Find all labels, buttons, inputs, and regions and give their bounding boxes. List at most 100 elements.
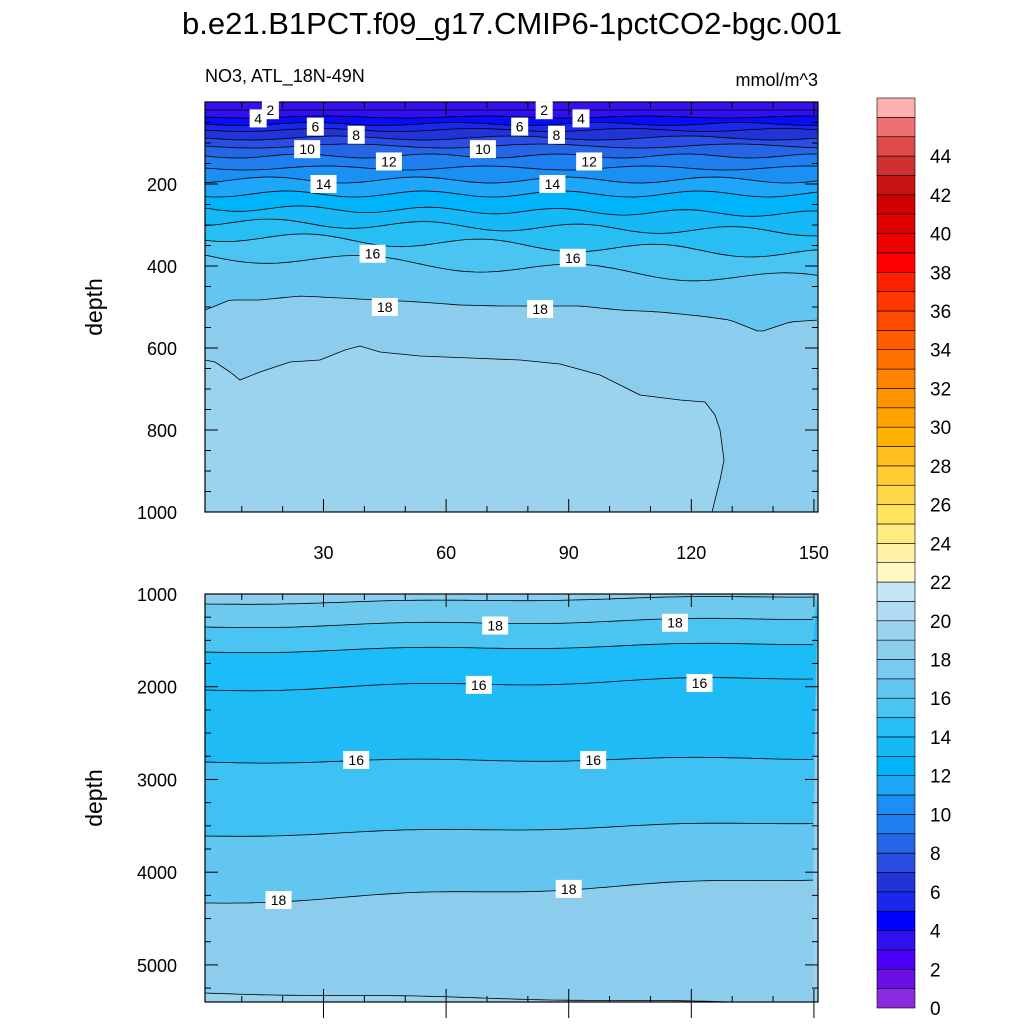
colorbar-swatch xyxy=(876,755,916,776)
contour-label: 16 xyxy=(580,750,607,769)
colorbar-label: 32 xyxy=(930,379,951,400)
y-tick-label: 2000 xyxy=(137,678,177,698)
contour-label: 16 xyxy=(343,750,370,769)
contour-label: 16 xyxy=(686,674,713,693)
y-tick-label: 1000 xyxy=(137,503,177,523)
contour-panel-lower: 1000 2000 3000 4000 5000 depth 18 18 16 16 16 16 18 1… xyxy=(81,585,819,1018)
contour-line xyxy=(205,822,814,837)
contour-line xyxy=(205,756,814,764)
contour-label: 18 xyxy=(555,879,582,898)
region-label: NO3, ATL_18N-49N xyxy=(205,66,365,87)
colorbar-label: 12 xyxy=(930,767,951,788)
contour-label: 18 xyxy=(265,891,292,909)
colorbar-label: 10 xyxy=(930,805,951,826)
colorbar-swatch xyxy=(876,233,916,254)
svg-text:16: 16 xyxy=(692,675,708,691)
colorbar-swatch xyxy=(876,949,916,970)
colorbar-swatch xyxy=(876,872,916,893)
colorbar-swatch xyxy=(876,833,916,854)
contour-label: 14 xyxy=(310,175,337,193)
colorbar-swatch xyxy=(876,814,916,835)
contour-line xyxy=(205,596,814,605)
contour-line xyxy=(205,233,818,258)
contour-band-fill xyxy=(205,102,818,110)
svg-text:16: 16 xyxy=(471,677,487,693)
svg-text:10: 10 xyxy=(299,141,315,157)
colorbar-swatch xyxy=(876,697,916,718)
y-tick-label: 5000 xyxy=(137,956,177,976)
contour-line xyxy=(205,617,814,628)
svg-text:16: 16 xyxy=(565,250,581,266)
colorbar-swatch xyxy=(876,97,916,118)
x-tick-label: 90 xyxy=(559,543,579,563)
svg-text:18: 18 xyxy=(271,892,287,908)
contour-label: 14 xyxy=(539,175,566,193)
contour-label: 18 xyxy=(527,300,554,319)
svg-text:12: 12 xyxy=(381,153,397,169)
colorbar-swatch xyxy=(876,910,916,931)
colorbar-label: 42 xyxy=(930,186,951,207)
contour-label: 16 xyxy=(465,675,492,694)
colorbar-label: 22 xyxy=(930,573,951,594)
colorbar-label: 30 xyxy=(930,418,951,439)
svg-text:10: 10 xyxy=(475,141,491,157)
plot-frame xyxy=(204,593,819,1003)
colorbar-swatch xyxy=(876,349,916,370)
y-axis-title: depth xyxy=(81,769,107,827)
contour-label: 4 xyxy=(249,109,267,128)
contour-label: 10 xyxy=(294,140,321,159)
colorbar-swatch xyxy=(876,446,916,467)
colorbar-swatch xyxy=(876,891,916,912)
colorbar-label: 38 xyxy=(930,263,951,284)
contour-label: 18 xyxy=(482,616,509,635)
colorbar-swatch xyxy=(876,717,916,738)
svg-text:16: 16 xyxy=(365,246,381,262)
contour-label: 6 xyxy=(306,117,324,136)
colorbar-swatch xyxy=(876,388,916,409)
colorbar-label: 44 xyxy=(930,147,952,168)
x-tick-label: 120 xyxy=(676,543,706,563)
contour-line xyxy=(205,190,818,198)
colorbar-swatch xyxy=(876,988,916,1009)
y-tick-label: 4000 xyxy=(137,863,177,883)
svg-text:8: 8 xyxy=(352,127,360,143)
colorbar-swatch xyxy=(876,175,916,196)
colorbar-swatch xyxy=(876,465,916,486)
colorbar-swatch xyxy=(876,678,916,699)
svg-text:14: 14 xyxy=(316,176,332,192)
svg-text:2: 2 xyxy=(266,102,274,118)
svg-text:18: 18 xyxy=(561,881,577,897)
colorbar-swatch xyxy=(876,775,916,796)
contour-label: 8 xyxy=(547,125,565,144)
svg-text:12: 12 xyxy=(581,153,597,169)
svg-text:18: 18 xyxy=(532,301,548,317)
contour-label: 2 xyxy=(535,101,553,120)
colorbar-label: 24 xyxy=(930,534,952,555)
contour-label: 18 xyxy=(661,613,688,632)
contour-line xyxy=(205,115,818,119)
y-tick-label: 600 xyxy=(147,339,177,359)
y-tick-label: 3000 xyxy=(137,770,177,790)
colorbar-label: 4 xyxy=(930,922,941,943)
colorbar-swatch xyxy=(876,252,916,273)
y-tick-label: 200 xyxy=(147,175,177,195)
contour-label: 8 xyxy=(347,125,365,144)
svg-text:18: 18 xyxy=(667,615,683,631)
colorbar-label: 6 xyxy=(930,883,941,904)
svg-text:4: 4 xyxy=(577,110,585,126)
colorbar-label: 8 xyxy=(930,844,941,865)
contour-line xyxy=(205,165,818,171)
colorbar-swatch xyxy=(876,620,916,641)
contour-label: 18 xyxy=(371,298,398,316)
colorbar-label: 36 xyxy=(930,302,951,323)
colorbar-swatch xyxy=(876,330,916,351)
svg-text:16: 16 xyxy=(585,752,601,768)
contour-band-fill xyxy=(205,594,818,605)
contour-line xyxy=(205,218,817,237)
colorbar-swatch xyxy=(876,794,916,815)
svg-text:14: 14 xyxy=(545,176,561,192)
colorbar-swatch xyxy=(876,407,916,428)
contour-label: 12 xyxy=(576,152,603,171)
contour-band-fill xyxy=(205,594,818,628)
